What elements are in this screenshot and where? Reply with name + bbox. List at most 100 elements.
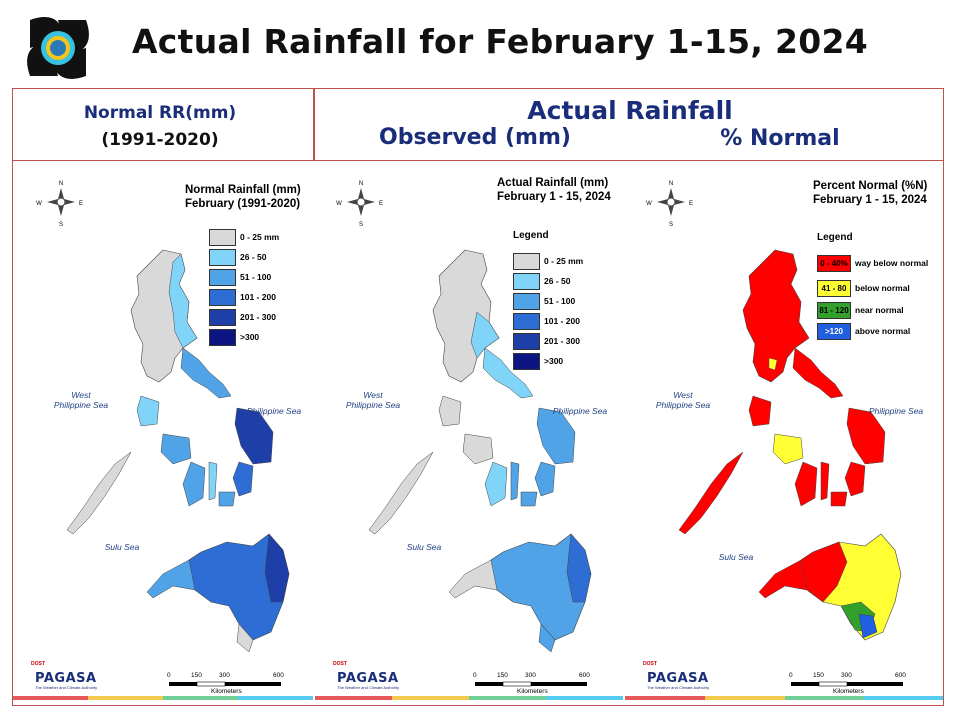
luzon-central-spot [768,357,778,371]
sea-west-line2: Philippine Sea [655,400,711,410]
palawan [66,451,132,535]
sea-west-line2: Philippine Sea [53,400,109,410]
compass-icon: N S E W [336,181,383,228]
slide-title: Actual Rainfall for February 1-15, 2024 [131,22,869,61]
legend-swatch: 81 - 120 [817,301,851,319]
legend-label: >300 [544,356,564,366]
legend-item: >300 [209,328,259,346]
pagasa-name: PAGASA [647,671,709,686]
compass-letter-e: E [689,201,693,207]
map-panel-percent: N S E W Percent Normal (%N) February 1 - 15… [625,162,943,702]
legend-swatch [209,328,236,346]
legend-swatch: 0 - 40% [817,254,851,272]
header-normal-line2: (1991-2020) [101,130,219,150]
observed-map-svg: N S E W [336,181,592,687]
luzon-southeast [482,347,534,399]
legend-label: below normal [855,283,910,293]
mindanao-east [264,533,290,603]
legend-swatch: >120 [817,322,851,340]
samar [234,407,274,465]
compass-letter-n: N [59,181,63,187]
header-frame-left [12,88,314,161]
legend-item: 0 - 40% way below normal [817,254,928,272]
legend-label: >300 [240,332,260,342]
cebu [208,461,218,501]
legend-label: 26 - 50 [544,276,571,286]
scale-n3: 600 [579,672,590,679]
legend-item: 0 - 25 mm [513,252,583,270]
sea-label-sulu: Sulu Sea [718,552,754,562]
pagasa-tagline: The Weather and Climate Authority [337,685,400,690]
map-title-line2: February 1 - 15, 2024 [813,194,927,206]
cebu [820,461,830,501]
bohol [830,491,848,507]
scale-n0: 0 [167,672,171,679]
legend-label: 101 - 200 [544,316,580,326]
legend-swatch [209,268,236,286]
mindanao-east [566,533,592,603]
compass-icon: N S E W [646,181,693,228]
legend-label: 0 - 25 mm [544,256,584,266]
scale-bar [475,681,587,687]
scale-n1: 150 [191,672,202,679]
legend-swatch [209,308,236,326]
map-title-line1: Normal Rainfall (mm) [185,184,301,196]
compass-letter-n: N [359,181,363,187]
scale-n0: 0 [789,672,793,679]
bohol [218,491,236,507]
scale-bar [791,681,903,687]
compass-letter-n: N [669,181,673,187]
luzon-southeast [792,347,844,399]
legend-swatch [209,248,236,266]
panay [160,433,192,465]
leyte [844,461,866,497]
legend-item: 41 - 80 below normal [817,279,910,297]
zamboanga [448,559,498,599]
mindoro [748,395,772,427]
map-title-line2: February 1 - 15, 2024 [497,191,611,203]
sea-label-west: West Philippine Sea [333,390,413,410]
compass-icon: N S E W [36,181,83,228]
scale-n1: 150 [813,672,824,679]
legend-label: near normal [855,305,904,315]
zamboanga [758,559,808,599]
agency-logo-icon [24,14,92,82]
legend-label: 51 - 100 [240,272,272,282]
scale-n2: 300 [525,672,536,679]
legend-item: 101 - 200 [209,288,276,306]
sea-label-west: West Philippine Sea [643,390,723,410]
scale-n0: 0 [473,672,477,679]
normal-map-svg: N S E W [36,181,290,687]
sea-west-line1: West [673,390,693,400]
legend-item: 26 - 50 [209,248,266,266]
compass-letter-w: W [646,201,652,207]
legend-swatch [513,332,540,350]
legend-label: 0 - 25 mm [240,232,280,242]
pagasa-dost: DOST [333,661,347,667]
compass-letter-e: E [379,201,383,207]
sea-label-west: West Philippine Sea [41,390,121,410]
pagasa-name: PAGASA [35,671,97,686]
compass-letter-w: W [336,201,342,207]
map-title-normal: Normal Rainfall (mm) February (1991-2020… [185,183,301,211]
legend-label: way below normal [855,258,929,268]
maps-frame [12,160,944,706]
sea-west-line2: Philippine Sea [345,400,401,410]
legend-swatch: 41 - 80 [817,279,851,297]
palawan [678,451,744,535]
pagasa-tagline: The Weather and Climate Authority [647,685,710,690]
color-strip [315,696,623,700]
compass-letter-s: S [669,222,673,228]
map-title-line1: Actual Rainfall (mm) [497,177,609,189]
legend-swatch [513,352,540,370]
pagasa-tagline: The Weather and Climate Authority [35,685,98,690]
pagasa-name: PAGASA [337,671,399,686]
legend-item: 201 - 300 [513,332,580,350]
pagasa-logo: DOST PAGASA The Weather and Climate Auth… [319,658,411,694]
mindanao-south-tip [538,623,556,653]
legend-item: 26 - 50 [513,272,570,290]
mindanao-south-tip [236,623,254,653]
sea-west-line1: West [71,390,91,400]
legend-swatch [513,252,540,270]
color-strip [625,696,943,700]
